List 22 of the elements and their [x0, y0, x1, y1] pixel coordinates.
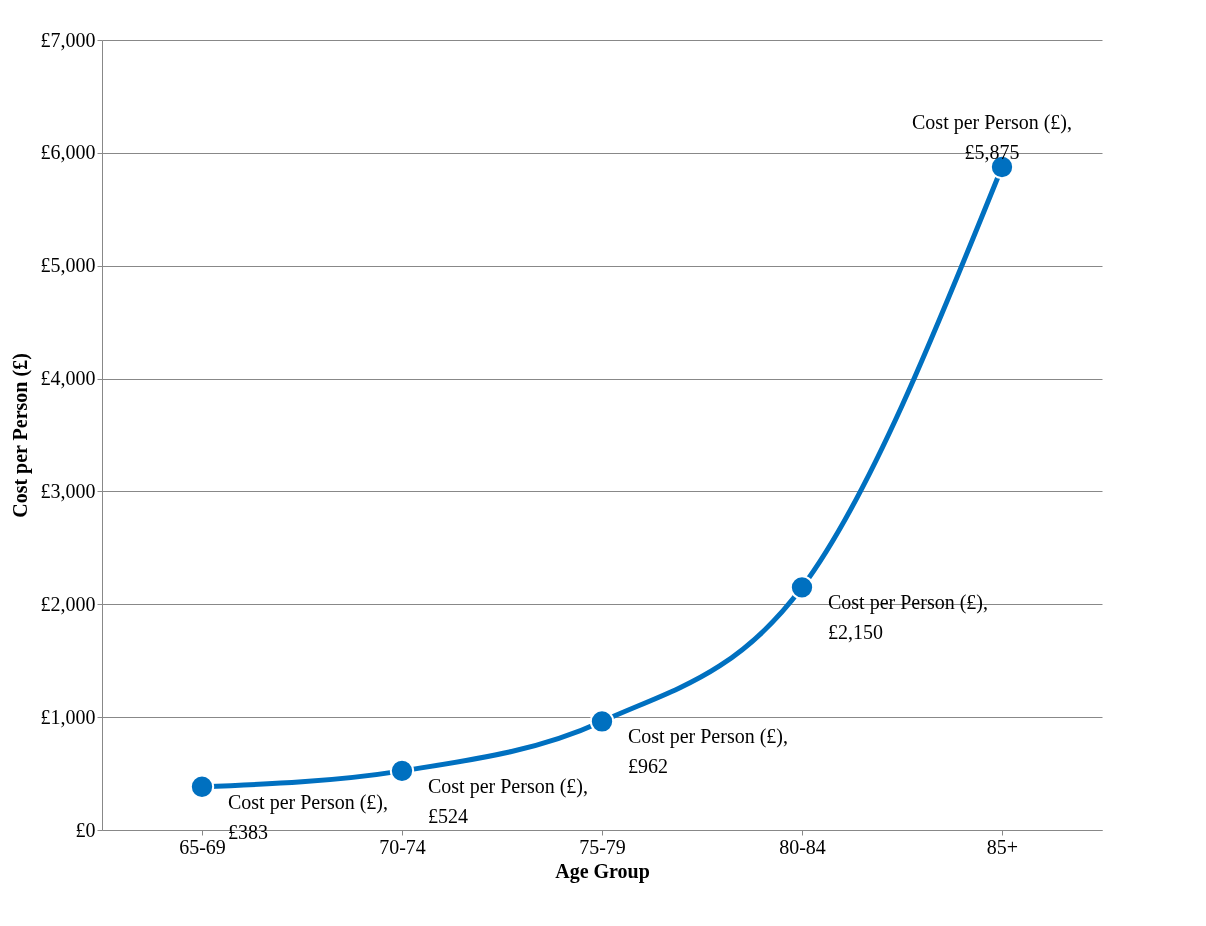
- x-tick-label: 75-79: [579, 835, 626, 858]
- y-tick-label: £4,000: [40, 367, 96, 390]
- y-tick-label: £1,000: [40, 705, 96, 728]
- y-tick-label: £0: [75, 818, 96, 841]
- y-tick-label: £5,000: [40, 254, 96, 277]
- point: [389, 758, 415, 784]
- data-label: Cost per Person (£), £2,150: [828, 591, 988, 644]
- data-label: Cost per Person (£), £524: [428, 774, 588, 827]
- y-tick-label: £6,000: [40, 141, 96, 164]
- y-axis-title: Cost per Person (£): [8, 353, 32, 518]
- data-label: Cost per Person (£), £962: [628, 725, 788, 778]
- point: [789, 575, 815, 600]
- y-tick-label: £2,000: [40, 592, 96, 615]
- x-tick-label: 65-69: [179, 835, 226, 858]
- y-tick-label: £3,000: [40, 479, 96, 502]
- x-tick-label: 85+: [986, 835, 1019, 858]
- point: [189, 774, 215, 799]
- data-label: Cost per Person (£), £5,875: [912, 110, 1072, 163]
- point: [589, 709, 615, 734]
- y-tick-label: £7,000: [40, 28, 96, 51]
- x-tick-label: 80-84: [779, 835, 826, 858]
- x-axis-title: Age Group: [555, 859, 650, 883]
